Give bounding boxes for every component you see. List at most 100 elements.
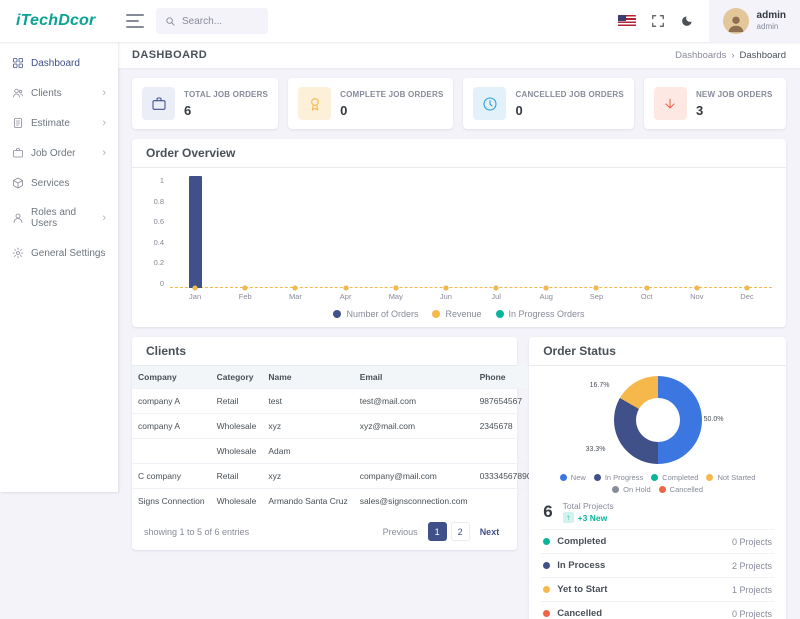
- bar-column-dec[interactable]: [722, 176, 772, 291]
- cell-email: sales@signsconnection.com: [353, 488, 474, 513]
- x-tick-label: Mar: [288, 292, 302, 301]
- legend-item-number-of-orders[interactable]: Number of Orders: [333, 309, 418, 319]
- legend-label: Number of Orders: [346, 309, 419, 319]
- bar-column-oct[interactable]: [622, 176, 672, 291]
- sidebar-item-label: Estimate: [31, 117, 70, 129]
- cell-company: [132, 438, 211, 464]
- sidebar-item-services[interactable]: Services: [0, 168, 118, 198]
- sidebar-item-dashboard[interactable]: Dashboard: [0, 48, 118, 78]
- donut-ring: [613, 376, 702, 464]
- cell-category: Retail: [210, 388, 263, 414]
- sidebar-item-label: Roles and Users: [31, 207, 77, 229]
- status-dot: [543, 586, 551, 593]
- chevron-right-icon: ›: [102, 116, 106, 129]
- sidebar-item-estimate[interactable]: Estimate ›: [0, 108, 118, 138]
- bar-column-jan[interactable]: [170, 176, 220, 291]
- data-point: [543, 285, 549, 291]
- cell-name: Adam: [262, 438, 354, 464]
- arrow-down-icon: [662, 96, 678, 112]
- bar-column-jun[interactable]: [421, 176, 471, 291]
- user-role: admin: [756, 22, 779, 32]
- sidebar-item-clients[interactable]: Clients ›: [0, 78, 118, 108]
- legend-item-new[interactable]: New: [559, 473, 586, 482]
- dark-mode-button[interactable]: [680, 14, 694, 28]
- status-summary-list: Completed 0 Projects In Process 2 Projects Y…: [541, 529, 774, 619]
- legend-item-not-started[interactable]: Not Started: [706, 473, 755, 482]
- sidebar-item-label: Dashboard: [31, 57, 80, 69]
- sidebar-item-label: Job Order: [31, 147, 76, 159]
- donut-percent-label: 50.0%: [703, 416, 724, 423]
- bar-column-jul[interactable]: [471, 176, 521, 291]
- legend-item-on-hold[interactable]: On Hold: [612, 485, 651, 494]
- pagination-2[interactable]: 2: [450, 522, 470, 541]
- clock-icon: [482, 96, 498, 112]
- services-icon: [12, 177, 24, 189]
- legend-item-completed[interactable]: Completed: [651, 473, 698, 482]
- page-content: TOTAL JOB ORDERS 6 COMPLETE JOB ORDERS 0 CAN…: [118, 68, 800, 619]
- chart-x-axis: Jan Feb Mar Apr May Jun Jul Aug Sep Oct Nov Dec: [170, 292, 772, 301]
- language-selector-button[interactable]: [617, 15, 636, 27]
- legend-item-cancelled[interactable]: Cancelled: [658, 485, 703, 494]
- bar-column-mar[interactable]: [270, 176, 320, 291]
- sidebar-item-roles-and-users[interactable]: Roles and Users ›: [0, 198, 118, 238]
- award-icon: [307, 96, 323, 112]
- sidebar-item-general-settings[interactable]: General Settings: [0, 238, 118, 268]
- chevron-right-icon: ›: [102, 86, 106, 99]
- legend-label: In Progress Orders: [508, 309, 585, 319]
- fullscreen-button[interactable]: [651, 14, 665, 28]
- pagination-1[interactable]: 1: [427, 522, 447, 541]
- sidebar-item-job-order[interactable]: Job Order ›: [0, 138, 118, 168]
- data-point: [393, 285, 399, 291]
- chevron-right-icon: ›: [102, 211, 106, 224]
- x-tick-label: Jun: [439, 292, 452, 301]
- x-tick-label: May: [388, 292, 403, 301]
- sidebar-item-label: Clients: [31, 87, 62, 99]
- x-tick-label: Oct: [640, 292, 653, 301]
- status-row-completed: Completed 0 Projects: [541, 529, 774, 553]
- sidebar-item-label: Services: [31, 177, 70, 189]
- bar-column-sep[interactable]: [571, 176, 621, 291]
- legend-label: New: [570, 473, 586, 482]
- legend-item-in-progress[interactable]: In Progress: [593, 473, 643, 482]
- cell-phone: [473, 488, 538, 513]
- legend-dot: [333, 310, 342, 318]
- table-row[interactable]: Wholesale Adam: [132, 438, 538, 464]
- search-input[interactable]: [182, 15, 254, 27]
- user-menu[interactable]: admin admin: [708, 0, 800, 42]
- cell-email: [353, 438, 474, 464]
- bar-column-may[interactable]: [371, 176, 421, 291]
- legend-item-revenue[interactable]: Revenue: [432, 309, 482, 319]
- bar-column-aug[interactable]: [521, 176, 571, 291]
- x-tick-label: Aug: [539, 292, 553, 301]
- column-header-name: Name: [262, 366, 354, 389]
- table-summary: showing 1 to 5 of 6 entries: [144, 526, 250, 537]
- status-dot: [543, 562, 551, 569]
- fullscreen-icon: [651, 15, 664, 27]
- bar-column-nov[interactable]: [672, 176, 722, 291]
- stat-card-icon-box: [653, 87, 687, 120]
- status-row-cancelled: Cancelled 0 Projects: [541, 601, 774, 619]
- new-projects-badge: +3 New: [563, 512, 614, 523]
- pagination-previous[interactable]: Previous: [377, 522, 424, 541]
- data-point: [593, 285, 599, 291]
- table-row[interactable]: Signs Connection Wholesale Armando Santa C…: [132, 488, 538, 513]
- legend-item-in-progress-orders[interactable]: In Progress Orders: [495, 309, 585, 319]
- clients-icon: [12, 87, 24, 99]
- data-point: [242, 285, 248, 291]
- table-row[interactable]: company A Retail test test@mail.com 98765456…: [132, 388, 538, 414]
- user-name: admin: [756, 10, 786, 22]
- brand-logo[interactable]: iTechDcor: [16, 12, 96, 29]
- y-tick-label: 0.6: [153, 217, 164, 227]
- table-row[interactable]: C company Retail xyz company@mail.com 033345…: [132, 463, 538, 489]
- pagination-next[interactable]: Next: [474, 522, 506, 541]
- column-header-email: Email: [353, 366, 474, 389]
- breadcrumb-item[interactable]: Dashboards: [675, 49, 727, 61]
- column-header-company: Company: [132, 366, 211, 389]
- cell-category: Wholesale: [210, 413, 263, 439]
- bar-column-feb[interactable]: [220, 176, 270, 291]
- donut-percent-label: 33.3%: [585, 446, 606, 453]
- menu-toggle-button[interactable]: [126, 14, 144, 28]
- data-point: [644, 285, 650, 291]
- bar-column-apr[interactable]: [321, 176, 371, 291]
- table-row[interactable]: company A Wholesale xyz xyz@mail.com 2345678: [132, 413, 538, 439]
